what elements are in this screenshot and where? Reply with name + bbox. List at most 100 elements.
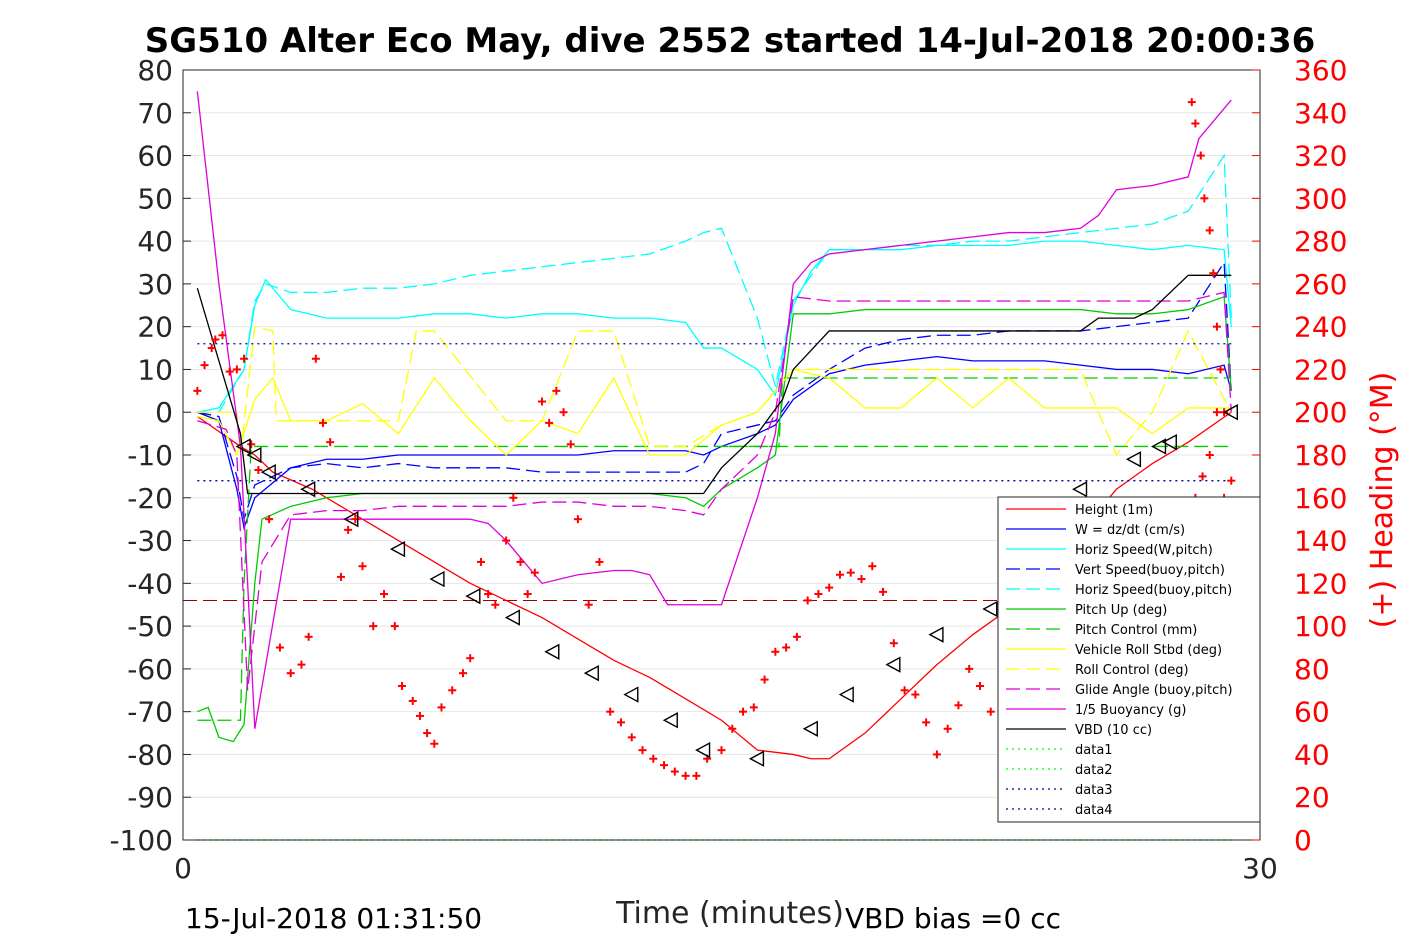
y-tick-label: 30	[137, 268, 173, 301]
y-right-tick-label: 40	[1294, 738, 1330, 771]
series-line	[728, 377, 1232, 448]
y-right-tick-label: 200	[1294, 396, 1347, 429]
y-tick-label: 70	[137, 97, 173, 130]
legend-label: Roll Control (deg)	[1075, 663, 1189, 678]
footer-timestamp: 15-Jul-2018 01:31:50	[185, 902, 482, 935]
x-axis-label: Time (minutes)	[615, 896, 844, 931]
y-right-tick-label: 340	[1294, 97, 1347, 130]
legend-label: data1	[1075, 743, 1113, 758]
right-axis-label: (+) Heading (°M)	[1365, 372, 1400, 629]
y-right-tick-label: 260	[1294, 268, 1347, 301]
y-tick-label: -80	[127, 738, 173, 771]
legend-label: W = dz/dt (cm/s)	[1075, 523, 1185, 538]
left-axis-ticks: 80 70 60 50 40 30 20 10 0 -10 -20 -30 -40 -50 -60 -70 -8…	[109, 54, 191, 857]
legend-label: Height (1m)	[1075, 503, 1153, 518]
right-axis-ticks: 3603403203002802602402202001801601401201…	[1252, 54, 1347, 857]
y-right-tick-label: 80	[1294, 653, 1330, 686]
y-right-tick-label: 240	[1294, 311, 1347, 344]
vbd-marker	[1151, 438, 1167, 455]
vbd-marker	[583, 664, 599, 682]
legend-label: Horiz Speed(buoy,pitch)	[1075, 583, 1232, 598]
y-right-tick-label: 320	[1294, 140, 1347, 173]
legend-label: Pitch Up (deg)	[1075, 603, 1167, 618]
legend: Height (1m) W = dz/dt (cm/s) Horiz Speed(W…	[997, 496, 1261, 823]
vbd-marker	[982, 600, 998, 618]
series-line	[197, 355, 1232, 531]
series-line	[197, 295, 1232, 743]
y-tick-label: 40	[137, 225, 173, 258]
legend-label: Pitch Control (mm)	[1075, 623, 1197, 638]
vbd-marker	[429, 570, 445, 588]
vbd-marker	[246, 446, 262, 464]
series-line	[196, 91, 1232, 729]
y-tick-label: -50	[127, 610, 173, 643]
vbd-marker	[389, 540, 406, 558]
series-line	[197, 291, 1232, 691]
vbd-marker	[504, 609, 520, 626]
y-right-tick-label: 60	[1294, 696, 1330, 729]
footer-vbd-bias: VBD bias =0 cc	[845, 902, 1061, 935]
vbd-marker	[343, 510, 359, 528]
y-tick-label: -10	[127, 439, 173, 472]
y-tick-label: -60	[127, 653, 173, 686]
y-right-tick-label: 220	[1294, 353, 1347, 386]
y-right-tick-label: 160	[1294, 482, 1347, 515]
y-tick-label: 20	[137, 311, 173, 344]
legend-label: VBD (10 cc)	[1075, 723, 1152, 738]
vbd-marker	[885, 656, 901, 673]
legend-box	[997, 496, 1261, 823]
vbd-marker	[1222, 404, 1238, 421]
y-right-tick-label: 140	[1294, 525, 1347, 558]
vbd-marker	[544, 643, 560, 660]
vbd-marker	[1161, 433, 1177, 451]
vbd-marker	[300, 481, 316, 498]
legend-label: Horiz Speed(W,pitch)	[1075, 543, 1213, 558]
y-right-tick-label: 180	[1294, 439, 1347, 472]
y-tick-label: -100	[109, 824, 173, 857]
y-tick-label: 50	[137, 182, 173, 215]
y-right-tick-label: 280	[1294, 225, 1347, 258]
series-line	[197, 445, 1232, 721]
vbd-marker	[662, 712, 678, 729]
y-right-tick-label: 360	[1294, 54, 1347, 87]
y-right-tick-label: 300	[1294, 182, 1347, 215]
legend-label: Glide Angle (buoy,pitch)	[1075, 683, 1233, 698]
vbd-marker	[1072, 481, 1088, 498]
x-tick-label: 0	[174, 852, 192, 885]
legend-label: Vehicle Roll Stbd (deg)	[1075, 643, 1222, 658]
y-right-tick-label: 20	[1294, 781, 1330, 814]
y-tick-label: -20	[127, 482, 173, 515]
chart-title: SG510 Alter Eco May, dive 2552 started 1…	[145, 21, 1316, 61]
vbd-marker	[802, 720, 818, 737]
legend-label: data3	[1075, 783, 1113, 798]
legend-label: 1/5 Buoyancy (g)	[1075, 703, 1186, 718]
y-tick-label: 10	[137, 353, 173, 386]
legend-label: Vert Speed(buoy,pitch)	[1075, 563, 1225, 578]
vbd-marker	[748, 750, 765, 767]
vbd-marker	[1125, 451, 1142, 468]
series-line	[197, 325, 1232, 457]
x-tick-label: 30	[1242, 852, 1278, 885]
series-line	[197, 153, 1232, 413]
vbd-marker	[838, 686, 854, 703]
y-tick-label: -70	[127, 696, 173, 729]
y-tick-label: -30	[127, 525, 173, 558]
y-tick-label: -90	[127, 781, 173, 814]
y-right-tick-label: 120	[1294, 567, 1347, 600]
y-tick-label: 0	[155, 396, 173, 429]
y-tick-label: -40	[127, 567, 173, 600]
legend-label: data4	[1075, 803, 1113, 818]
series-line	[197, 240, 1232, 413]
vbd-marker	[465, 587, 481, 605]
y-tick-label: 60	[137, 140, 173, 173]
series-line	[196, 274, 1232, 495]
vbd-marker	[928, 626, 944, 643]
y-right-tick-label: 100	[1294, 610, 1347, 643]
y-right-tick-label: 0	[1294, 824, 1312, 857]
y-tick-label: 80	[137, 54, 173, 87]
x-axis-ticks: 0 30	[174, 852, 1278, 885]
vbd-marker	[235, 438, 251, 455]
vbd-marker	[623, 686, 639, 703]
vbd-marker	[695, 741, 711, 759]
